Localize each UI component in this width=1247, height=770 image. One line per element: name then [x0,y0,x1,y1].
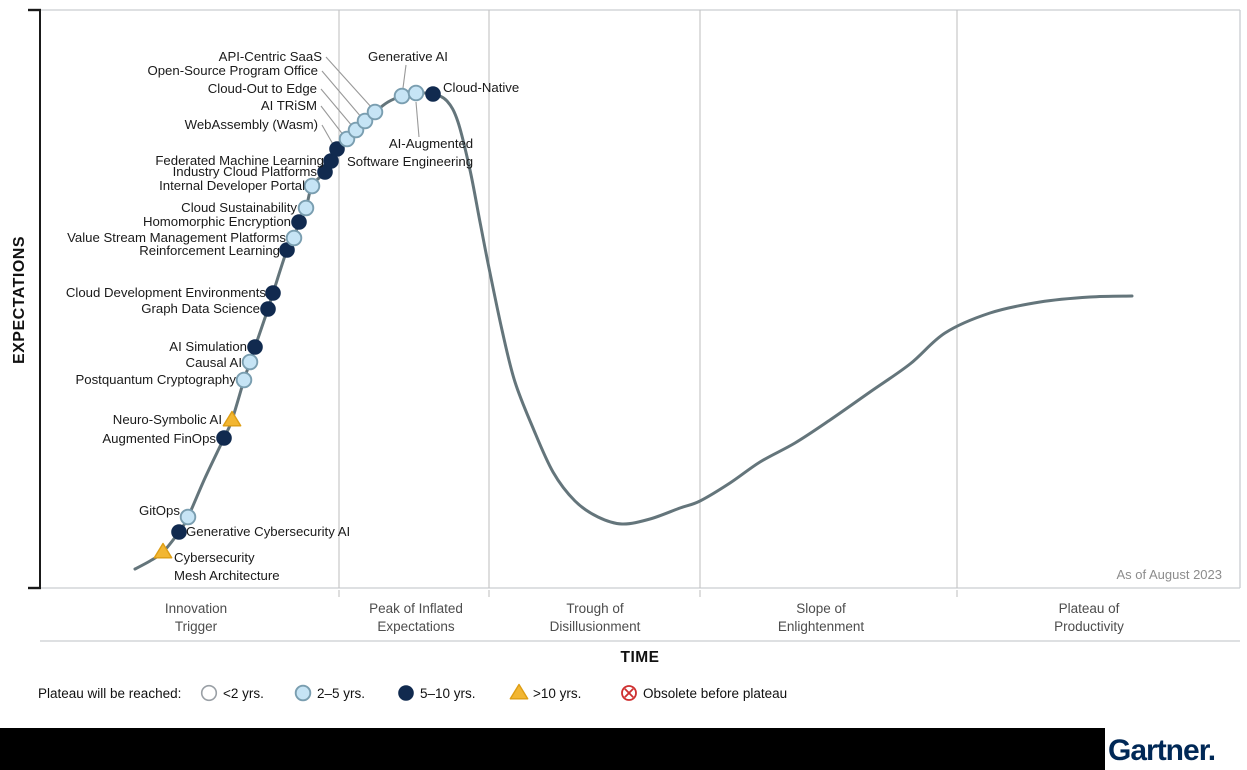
label-cloud-development-environments: Cloud Development Environments [66,285,267,300]
label-cybersecurity-mesh-architecture-line2: Mesh Architecture [174,568,280,583]
label-industry-cloud-platforms: Industry Cloud Platforms [173,164,318,179]
legend-label-2-5-yrs: 2–5 yrs. [317,686,365,701]
data-points [153,84,441,559]
point-gitops [179,508,197,526]
point-postquantum-cryptography [235,371,253,389]
point-generative-cybersecurity-ai [171,524,187,540]
gartner-logo: Gartner. [1108,734,1215,767]
label-graph-data-science: Graph Data Science [141,301,260,316]
label-ai-trism: AI TRiSM [261,98,317,113]
point-internal-developer-portal [303,177,321,195]
legend-label-obsolete-before-plateau: Obsolete before plateau [643,686,787,701]
legend-label-10-yrs: >10 yrs. [533,686,581,701]
label-webassembly-wasm: WebAssembly (Wasm) [185,117,318,132]
label-open-source-program-office: Open-Source Program Office [147,63,318,78]
phase-label-trigger: Trigger [175,619,218,634]
label-federated-machine-learning: Federated Machine Learning [155,153,324,168]
phase-label-plateau-of: Plateau of [1059,601,1120,616]
leader-open-source-program-office [321,70,363,119]
legend-title: Plateau will be reached: [38,686,181,701]
legend-label-5-10-yrs: 5–10 yrs. [420,686,476,701]
label-ai-augmented-software-engineering-line2: Software Engineering [347,154,473,169]
label-internal-developer-portal: Internal Developer Portal [159,178,305,193]
label-generative-ai: Generative AI [368,49,448,64]
leader-generative-ai [402,64,407,89]
point-ai-augmented-software-engineering [407,84,425,102]
leader-ai-trism [320,105,345,137]
gartner-logo-box [1105,728,1247,770]
point-neuro-symbolic-ai [222,410,242,427]
point-labels: Cybersecurity Mesh Architecture Generative… [66,49,519,583]
gridlines [338,10,958,597]
leader-lines [320,56,420,147]
legend-label-2-yrs: <2 yrs. [223,686,264,701]
legend-2-5-circle-icon [294,684,312,702]
phase-label-trough-of: Trough of [566,601,624,616]
leader-api-centric-saas [325,56,373,109]
y-axis-title: EXPECTATIONS [11,236,28,364]
label-postquantum-cryptography: Postquantum Cryptography [75,372,236,387]
legend-gt10-triangle-icon [509,683,529,700]
legend: Plateau will be reached: <2 yrs. 2–5 yrs.… [38,683,787,702]
footer-black-bar [0,728,1105,770]
point-value-stream-management-platforms [285,229,303,247]
phase-label-enlightenment: Enlightenment [778,619,865,634]
phase-label-productivity: Productivity [1054,619,1124,634]
label-homomorphic-encryption: Homomorphic Encryption [143,214,291,229]
phase-label-innovation: Innovation [165,601,227,616]
label-reinforcement-learning: Reinforcement Learning [139,243,280,258]
point-cloud-development-environments [265,285,281,301]
point-augmented-finops [216,430,232,446]
label-value-stream-management-platforms: Value Stream Management Platforms [67,230,286,245]
label-gitops: GitOps [139,503,180,518]
point-causal-ai [241,353,259,371]
x-axis-title: TIME [620,649,659,666]
label-neuro-symbolic-ai: Neuro-Symbolic AI [113,412,222,427]
label-cybersecurity-mesh-architecture-line1: Cybersecurity [174,550,255,565]
label-ai-simulation: AI Simulation [169,339,247,354]
leader-webassembly-wasm [321,124,335,147]
leader-cloud-out-to-edge [320,88,354,128]
phase-label-expectations: Expectations [377,619,455,634]
plot-borders [28,8,1241,642]
label-cloud-sustainability: Cloud Sustainability [181,200,297,215]
label-causal-ai: Causal AI [186,355,242,370]
point-generative-ai [393,87,411,105]
label-augmented-finops: Augmented FinOps [102,431,216,446]
legend-lt2-circle-icon [200,684,218,702]
label-cloud-out-to-edge: Cloud-Out to Edge [208,81,317,96]
point-homomorphic-encryption [291,214,307,230]
label-generative-cybersecurity-ai: Generative Cybersecurity AI [186,524,350,539]
label-api-centric-saas: API-Centric SaaS [219,49,323,64]
point-api-centric-saas [366,103,384,121]
phase-labels: Innovation Trigger Peak of Inflated Expecta… [165,601,1124,634]
phase-label-disillusionment: Disillusionment [550,619,641,634]
point-cloud-native [425,86,441,102]
phase-label-slope-of: Slope of [796,601,846,616]
label-cloud-native: Cloud-Native [443,80,519,95]
point-graph-data-science [260,301,276,317]
legend-obsolete-cross-icon-x2 [624,688,634,698]
point-reinforcement-learning [279,242,295,258]
point-ai-simulation [247,339,263,355]
footer-bar: Gartner. [0,728,1247,770]
legend-5-10-circle-icon [398,685,414,701]
leader-ai-augmented-software-engineering [415,101,420,138]
point-open-source-program-office [356,112,374,130]
label-ai-augmented-software-engineering-line1: AI-Augmented [389,136,473,151]
as-of-note: As of August 2023 [1116,567,1222,582]
point-webassembly-wasm [329,141,345,157]
point-cloud-sustainability [297,199,315,217]
point-cybersecurity-mesh-architecture [153,542,173,559]
phase-label-peak-of-inflated: Peak of Inflated [369,601,463,616]
